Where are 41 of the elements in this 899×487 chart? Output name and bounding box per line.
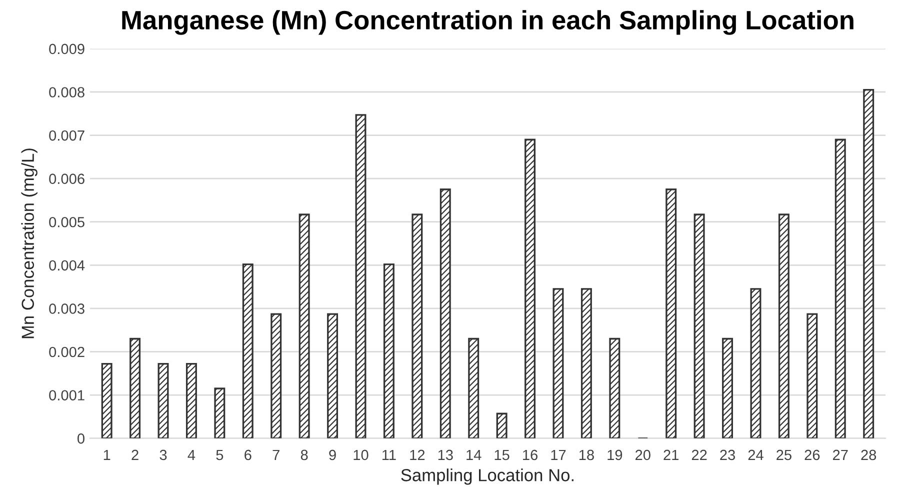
x-tick-label: 13 (438, 450, 453, 460)
x-tick-label: 6 (244, 450, 252, 460)
x-tick-label: 4 (188, 450, 196, 460)
x-tick-label: 16 (523, 450, 538, 460)
x-tick-label: 7 (272, 450, 280, 460)
x-tick-label: 20 (636, 450, 650, 460)
x-tick-label: 27 (833, 450, 848, 460)
y-tick-label: 0.008 (49, 87, 84, 98)
x-tick-label: 10 (354, 450, 368, 460)
x-tick-label: 3 (160, 450, 167, 460)
y-tick-label: 0.005 (49, 216, 84, 228)
x-tick-label: 21 (664, 450, 678, 460)
x-tick-label: 25 (776, 450, 792, 460)
x-axis-title: Sampling Location No. (401, 468, 574, 485)
x-tick-label: 19 (608, 450, 622, 460)
x-tick-label: 11 (382, 450, 396, 460)
x-tick-label: 2 (132, 450, 138, 460)
x-tick-label: 14 (466, 450, 482, 460)
x-tick-label: 17 (551, 450, 566, 460)
x-tick-label: 5 (216, 450, 224, 460)
y-tick-label: 0.001 (49, 390, 84, 400)
x-tick-label: 26 (804, 450, 820, 460)
chart-title: Manganese (Mn) Concentration in each Sampling Location (122, 10, 854, 35)
y-tick-label: 0.002 (49, 346, 84, 358)
x-tick-label: 9 (329, 450, 336, 460)
y-tick-label: 0.004 (49, 260, 85, 271)
y-tick-label: 0 (78, 433, 84, 444)
y-tick-label: 0.009 (49, 44, 84, 54)
x-tick-label: 12 (410, 450, 425, 460)
y-tick-label: 0.007 (49, 130, 84, 141)
x-tick-label: 24 (748, 450, 764, 460)
x-tick-label: 28 (861, 450, 876, 460)
y-tick-label: 0.006 (49, 174, 84, 184)
x-tick-label: 15 (494, 450, 510, 460)
x-tick-label: 18 (579, 450, 594, 460)
x-tick-label: 23 (720, 450, 735, 460)
y-axis-title: Mn Concentration (mg/L) (21, 148, 38, 338)
x-tick-label: 22 (692, 450, 707, 460)
x-tick-label: 1 (104, 450, 110, 460)
y-tick-label: 0.003 (49, 304, 84, 314)
x-tick-label: 8 (300, 450, 308, 460)
